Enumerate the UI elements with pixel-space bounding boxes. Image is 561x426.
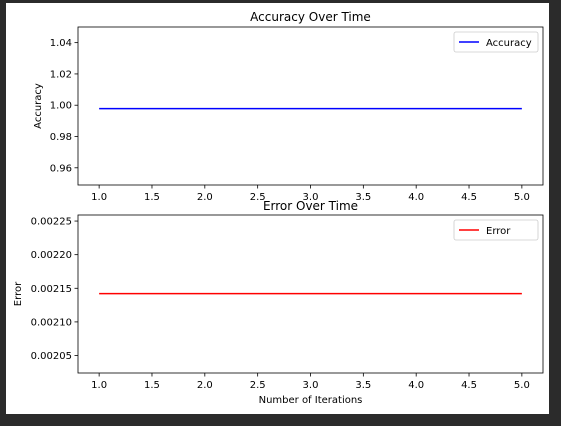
figure-canvas: Accuracy Over Time 1.0 1.5 2.0 2.5 3.0 3.5 4.0 4…	[13, 10, 544, 406]
accuracy-x-tick-label: 5.0	[514, 192, 530, 203]
error-legend-label: Error	[486, 226, 511, 237]
error-y-tick-label: 0.00205	[31, 351, 72, 362]
error-y-tick-label: 0.00215	[31, 284, 72, 295]
error-chart-title: Error Over Time	[263, 199, 358, 213]
error-y-axis-label: Error	[13, 281, 24, 306]
error-x-tick-label: 3.0	[303, 380, 319, 391]
accuracy-x-tick-label: 2.0	[197, 192, 213, 203]
error-y-tick-label: 0.00225	[31, 217, 72, 228]
accuracy-x-tick-label: 4.0	[408, 192, 424, 203]
accuracy-y-tick-label: 1.04	[50, 38, 72, 49]
accuracy-x-tick-label: 3.0	[303, 192, 319, 203]
accuracy-y-tick-label: 1.00	[50, 101, 72, 112]
accuracy-legend-box	[453, 31, 539, 53]
accuracy-y-tick-label: 0.96	[50, 163, 72, 174]
error-x-tick-label: 5.0	[514, 380, 530, 391]
error-x-tick-label: 4.0	[408, 380, 424, 391]
error-x-axis-label: Number of Iterations	[259, 395, 363, 406]
error-x-tick-label: 4.5	[461, 380, 477, 391]
error-x-tick-label: 2.5	[250, 380, 266, 391]
error-y-tick-label: 0.00210	[31, 317, 72, 328]
accuracy-x-tick-label: 1.5	[144, 192, 160, 203]
figure: Accuracy Over Time 1.0 1.5 2.0 2.5 3.0 3.5 4.0 4…	[6, 3, 549, 414]
error-legend-box	[453, 219, 539, 241]
accuracy-y-axis-label: Accuracy	[33, 83, 44, 129]
accuracy-y-tick-label: 1.02	[50, 69, 72, 80]
accuracy-x-tick-label: 4.5	[461, 192, 477, 203]
error-y-tick-label: 0.00220	[31, 250, 72, 261]
accuracy-y-tick-label: 0.98	[50, 132, 72, 143]
accuracy-legend-label: Accuracy	[486, 38, 532, 49]
accuracy-x-tick-label: 2.5	[250, 192, 266, 203]
error-x-tick-label: 1.0	[91, 380, 107, 391]
error-x-tick-label: 3.5	[355, 380, 371, 391]
error-x-tick-label: 1.5	[144, 380, 160, 391]
accuracy-x-tick-label: 1.0	[91, 192, 107, 203]
accuracy-chart-title: Accuracy Over Time	[250, 10, 371, 24]
accuracy-x-tick-label: 3.5	[355, 192, 371, 203]
error-x-tick-label: 2.0	[197, 380, 213, 391]
